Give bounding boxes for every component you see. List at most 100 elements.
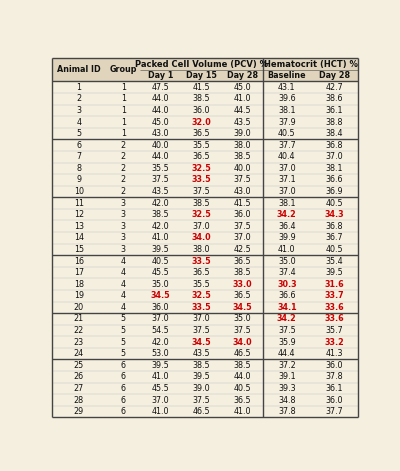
- Text: 37.0: 37.0: [278, 164, 296, 173]
- Text: 35.5: 35.5: [193, 141, 210, 150]
- Text: 40.0: 40.0: [234, 164, 251, 173]
- Text: 38.5: 38.5: [234, 152, 251, 161]
- Text: 37.7: 37.7: [278, 141, 296, 150]
- Text: 13: 13: [74, 222, 84, 231]
- Text: 32.5: 32.5: [192, 210, 212, 219]
- Text: 28: 28: [74, 396, 84, 405]
- Text: 9: 9: [76, 175, 81, 185]
- Bar: [52, 58, 358, 81]
- Text: 37.4: 37.4: [278, 268, 296, 277]
- Text: 36.5: 36.5: [193, 129, 210, 138]
- Text: 43.0: 43.0: [152, 129, 170, 138]
- Text: 3: 3: [121, 233, 126, 243]
- Text: 37.5: 37.5: [234, 175, 251, 185]
- Text: 5: 5: [120, 349, 126, 358]
- Text: 38.8: 38.8: [326, 118, 343, 127]
- Text: 33.5: 33.5: [192, 175, 212, 185]
- Text: 3: 3: [121, 222, 126, 231]
- Text: 29: 29: [74, 407, 84, 416]
- Text: 39.5: 39.5: [152, 245, 170, 254]
- Text: 36.0: 36.0: [234, 210, 251, 219]
- Text: 37.2: 37.2: [278, 361, 296, 370]
- Text: 42.0: 42.0: [152, 338, 170, 347]
- Text: 45.5: 45.5: [152, 268, 170, 277]
- Text: 39.5: 39.5: [326, 268, 344, 277]
- Text: 6: 6: [121, 361, 126, 370]
- Text: 38.1: 38.1: [278, 106, 296, 115]
- Text: 35.9: 35.9: [278, 338, 296, 347]
- Text: 5: 5: [120, 326, 126, 335]
- Text: 34.5: 34.5: [233, 303, 252, 312]
- Text: 41.0: 41.0: [278, 245, 296, 254]
- Text: 39.3: 39.3: [278, 384, 296, 393]
- Text: 36.5: 36.5: [193, 152, 210, 161]
- Text: 40.5: 40.5: [326, 199, 343, 208]
- Text: 34.5: 34.5: [151, 291, 170, 300]
- Text: 44.4: 44.4: [278, 349, 296, 358]
- Text: 5: 5: [76, 129, 81, 138]
- Text: 36.0: 36.0: [193, 106, 210, 115]
- Text: 35.0: 35.0: [234, 315, 251, 324]
- Text: 38.0: 38.0: [193, 245, 210, 254]
- Text: 35.0: 35.0: [278, 257, 296, 266]
- Text: 37.0: 37.0: [193, 315, 210, 324]
- Text: 40.5: 40.5: [234, 384, 251, 393]
- Text: 38.5: 38.5: [193, 199, 210, 208]
- Text: 7: 7: [76, 152, 81, 161]
- Text: 32.5: 32.5: [192, 291, 212, 300]
- Text: 44.0: 44.0: [152, 94, 170, 103]
- Text: 1: 1: [121, 118, 126, 127]
- Text: 36.6: 36.6: [278, 291, 296, 300]
- Text: 37.5: 37.5: [234, 222, 251, 231]
- Text: 4: 4: [121, 268, 126, 277]
- Text: 1: 1: [121, 106, 126, 115]
- Text: 36.9: 36.9: [326, 187, 343, 196]
- Text: 16: 16: [74, 257, 84, 266]
- Text: 39.5: 39.5: [193, 373, 210, 382]
- Text: Hematocrit (HCT) %: Hematocrit (HCT) %: [264, 60, 358, 69]
- Text: Day 15: Day 15: [186, 71, 217, 80]
- Text: 39.0: 39.0: [234, 129, 251, 138]
- Text: 34.2: 34.2: [277, 315, 297, 324]
- Text: 5: 5: [120, 338, 126, 347]
- Text: 15: 15: [74, 245, 84, 254]
- Text: 14: 14: [74, 233, 84, 243]
- Text: 34.3: 34.3: [325, 210, 344, 219]
- Text: 38.5: 38.5: [234, 361, 251, 370]
- Text: 10: 10: [74, 187, 84, 196]
- Text: 35.4: 35.4: [326, 257, 343, 266]
- Text: Day 28: Day 28: [319, 71, 350, 80]
- Text: 35.0: 35.0: [152, 280, 170, 289]
- Text: 45.0: 45.0: [152, 118, 170, 127]
- Text: 6: 6: [121, 407, 126, 416]
- Text: 36.8: 36.8: [326, 141, 343, 150]
- Text: 21: 21: [74, 315, 84, 324]
- Text: 35.5: 35.5: [193, 280, 210, 289]
- Text: Baseline: Baseline: [268, 71, 306, 80]
- Text: 44.0: 44.0: [234, 373, 251, 382]
- Text: 22: 22: [74, 326, 84, 335]
- Text: 19: 19: [74, 291, 84, 300]
- Text: 40.4: 40.4: [278, 152, 296, 161]
- Text: 38.5: 38.5: [193, 361, 210, 370]
- Text: 37.5: 37.5: [193, 187, 210, 196]
- Text: 38.5: 38.5: [234, 268, 251, 277]
- Text: 34.2: 34.2: [277, 210, 297, 219]
- Text: 36.5: 36.5: [193, 268, 210, 277]
- Text: 33.0: 33.0: [233, 280, 252, 289]
- Text: 6: 6: [121, 396, 126, 405]
- Text: 27: 27: [74, 384, 84, 393]
- Text: Packed Cell Volume (PCV) %: Packed Cell Volume (PCV) %: [135, 60, 268, 69]
- Text: 37.5: 37.5: [193, 396, 210, 405]
- Text: 11: 11: [74, 199, 84, 208]
- Text: 4: 4: [76, 118, 81, 127]
- Text: 40.5: 40.5: [152, 257, 170, 266]
- Text: 3: 3: [121, 199, 126, 208]
- Text: 33.7: 33.7: [325, 291, 344, 300]
- Text: 6: 6: [121, 373, 126, 382]
- Text: 8: 8: [76, 164, 81, 173]
- Text: 36.5: 36.5: [234, 291, 251, 300]
- Text: 5: 5: [120, 315, 126, 324]
- Text: 26: 26: [74, 373, 84, 382]
- Text: 45.5: 45.5: [152, 384, 170, 393]
